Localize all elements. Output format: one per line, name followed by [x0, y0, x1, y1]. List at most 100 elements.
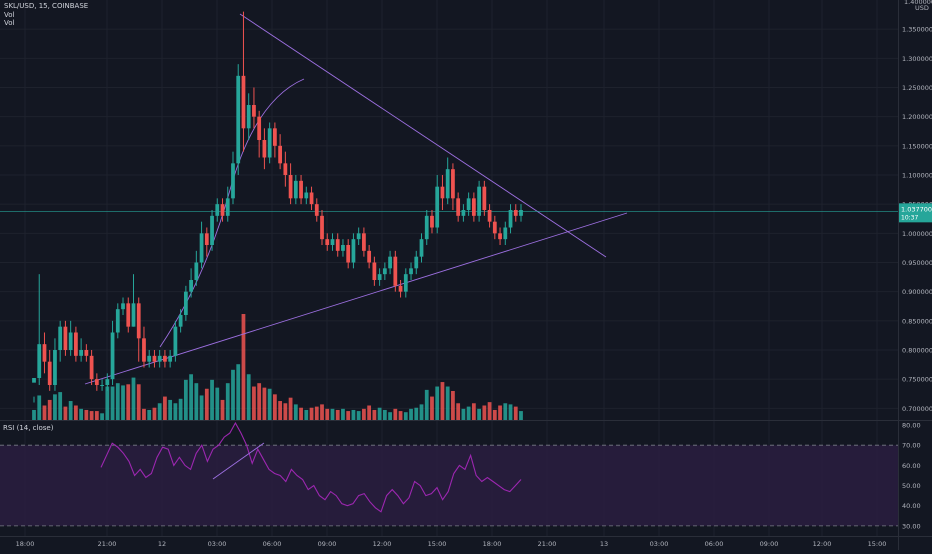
candle-body — [121, 303, 125, 310]
candle-body — [283, 163, 288, 175]
volume-bar — [440, 382, 445, 420]
candle-body — [58, 326, 63, 350]
candle-body — [330, 239, 335, 245]
volume-bar — [519, 411, 523, 420]
price-tag-countdown: 10:37 — [901, 214, 918, 221]
candle-body — [430, 215, 434, 228]
price-tick-label: 1.35000000 — [902, 26, 932, 34]
price-tick-label: 1.30000000 — [902, 55, 932, 63]
volume-bar — [68, 401, 73, 420]
volume-bar — [377, 407, 382, 420]
candle-body — [272, 128, 277, 146]
candle-body — [278, 145, 283, 164]
volume-bar — [278, 401, 283, 420]
time-tick-label: 12 — [158, 540, 166, 548]
candle-body — [42, 344, 47, 362]
rsi-tick-label: 80.00 — [902, 422, 921, 430]
candles[interactable] — [32, 11, 523, 403]
candle-body — [194, 262, 199, 280]
volume-bar — [320, 404, 324, 420]
candle-body — [314, 204, 319, 216]
volume-bar — [272, 394, 277, 420]
price-tick-label: 0.70000000 — [902, 405, 932, 413]
volume-bar — [409, 408, 413, 420]
volume-bar — [487, 402, 492, 420]
volume-bar — [58, 392, 63, 420]
candle-body — [377, 274, 382, 280]
price-tag-value: 1.03770000 — [901, 205, 932, 213]
candle-body — [100, 385, 104, 386]
volume-bar — [89, 411, 94, 420]
candle-body — [487, 210, 492, 222]
candle-body — [136, 303, 141, 339]
candle-body — [471, 198, 476, 216]
rsi-pane[interactable]: 30.00 40.00 50.00 60.00 70.00 80.00 — [0, 422, 921, 531]
candle-body — [189, 280, 193, 292]
volume-bar — [142, 408, 146, 420]
time-tick-label: 18:00 — [16, 540, 35, 548]
volume-bar — [168, 399, 173, 420]
volume-bar — [330, 408, 335, 420]
candle-body — [89, 355, 94, 380]
candle-body — [288, 175, 293, 199]
volume-bar — [74, 405, 78, 420]
volume-bar — [210, 379, 214, 420]
candle-body — [304, 192, 309, 199]
candle-body — [241, 75, 246, 129]
candle-body — [388, 256, 392, 269]
volume-bar — [136, 384, 141, 420]
candle-body — [94, 379, 99, 385]
time-tick-label: 06:00 — [705, 540, 724, 548]
candle-body — [325, 239, 330, 245]
candle-body — [498, 233, 502, 240]
volume-legend-2[interactable]: Vol — [4, 19, 15, 27]
candle-body — [262, 140, 267, 158]
volume-bar — [362, 408, 366, 420]
time-tick-label: 03:00 — [208, 540, 227, 548]
price-tick-label: 0.75000000 — [902, 376, 932, 384]
volume-bar — [414, 407, 419, 420]
candle-body — [424, 215, 429, 240]
candle-body — [341, 245, 345, 251]
volume-bar — [299, 407, 303, 420]
volume-bar — [335, 409, 340, 420]
rsi-legend[interactable]: RSI (14, close) — [3, 424, 54, 432]
time-axis[interactable]: 18:00 21:00 12 03:00 06:00 09:00 12:00 15:00 18:… — [16, 540, 887, 548]
candle-body — [346, 245, 351, 263]
candle-body — [115, 309, 120, 333]
candle-body — [482, 186, 487, 210]
rsi-tick-label: 60.00 — [902, 462, 921, 470]
price-axis[interactable]: 0.70000000 0.75000000 0.80000000 0.85000000… — [899, 0, 932, 413]
candle-body — [63, 326, 68, 350]
volume-bar — [288, 397, 293, 420]
candle-body — [309, 192, 314, 205]
candle-body — [131, 303, 136, 327]
candle-body — [435, 186, 440, 228]
time-tick-label: 13 — [600, 540, 608, 548]
candle-body — [393, 256, 398, 286]
time-tick-label: 21:00 — [98, 540, 117, 548]
volume-bar — [37, 395, 42, 420]
candle-body — [142, 338, 146, 362]
volume-bar — [461, 408, 466, 420]
volume-bar — [178, 398, 183, 420]
volume-legend-1[interactable]: Vol — [4, 11, 15, 19]
volume-bar — [513, 406, 518, 420]
candle-body — [178, 315, 183, 327]
volume-bar — [105, 386, 110, 420]
volume-bar — [283, 403, 288, 420]
candle-body — [382, 268, 387, 275]
rsi-tick-label: 40.00 — [902, 502, 921, 510]
volume-bar — [100, 413, 104, 420]
price-tick-label: 1.20000000 — [902, 113, 932, 121]
volume-bar — [314, 406, 319, 420]
symbol-title[interactable]: SKL/USD, 15, COINBASE — [4, 2, 89, 10]
volume-bar — [252, 386, 256, 420]
candle-body — [320, 215, 324, 240]
volume-bar — [157, 403, 162, 420]
rsi-trendline — [212, 442, 265, 480]
candle-body — [168, 355, 173, 362]
candle-body — [451, 169, 455, 199]
